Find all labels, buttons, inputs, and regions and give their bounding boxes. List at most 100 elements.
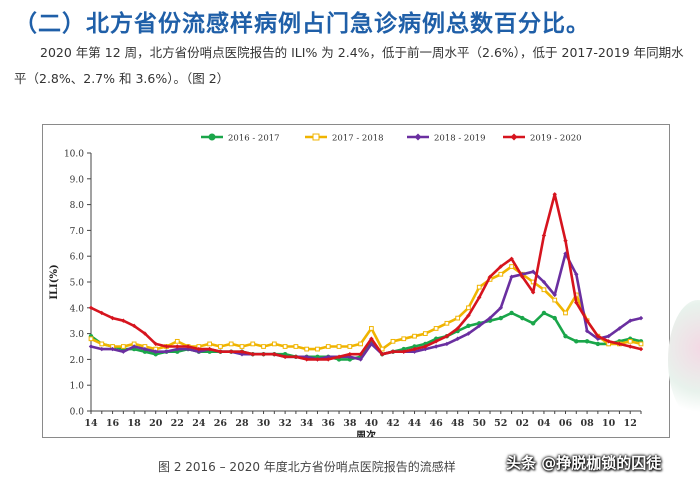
data-point — [628, 318, 633, 323]
report-paragraph-text: 2020 年第 12 周，北方省份哨点医院报告的 ILI% 为 2.4%，低于前… — [14, 45, 684, 86]
data-point — [455, 326, 460, 331]
x-tick-label: 18 — [128, 418, 142, 429]
data-point — [606, 333, 611, 339]
data-point — [433, 344, 439, 349]
data-point — [175, 346, 180, 352]
data-point — [563, 310, 568, 316]
data-point — [595, 341, 601, 347]
data-point — [477, 323, 482, 329]
data-point — [584, 328, 590, 334]
data-point — [121, 318, 126, 323]
x-tick-label: 38 — [343, 418, 357, 429]
data-point — [185, 344, 191, 349]
data-point — [422, 331, 428, 336]
data-point — [304, 346, 310, 352]
data-point — [271, 341, 277, 347]
data-point — [218, 344, 223, 349]
data-point — [88, 344, 94, 349]
data-point — [412, 333, 417, 339]
data-point — [142, 331, 148, 336]
legend-label: 2018 - 2019 — [434, 134, 486, 144]
legend-label: 2016 - 2017 — [228, 134, 280, 144]
series-line — [90, 193, 642, 361]
x-tick-label: 50 — [473, 418, 487, 429]
legend-marker — [208, 133, 216, 141]
x-tick-label: 36 — [322, 418, 336, 429]
x-tick-label: 14 — [84, 418, 98, 429]
data-point — [498, 305, 504, 310]
legend-marker — [510, 133, 518, 141]
data-point — [638, 341, 644, 347]
data-point — [595, 336, 601, 341]
data-point — [358, 341, 363, 347]
data-point — [110, 346, 115, 352]
legend-label: 2017 - 2018 — [332, 134, 384, 144]
y-tick-label: 8.0 — [70, 201, 85, 211]
y-tick-label: 5.0 — [70, 279, 85, 289]
x-tick-label: 46 — [429, 418, 443, 429]
legend-item: 2017 - 2018 — [305, 134, 384, 144]
data-point — [196, 346, 202, 352]
data-point — [455, 336, 460, 341]
data-point — [293, 354, 299, 360]
data-point — [174, 338, 180, 344]
series-line — [90, 252, 642, 361]
data-point — [175, 344, 180, 349]
data-point — [444, 341, 450, 347]
data-point — [466, 305, 471, 311]
data-point — [239, 344, 245, 349]
legend-item: 2018 - 2019 — [407, 133, 486, 144]
data-point — [584, 339, 590, 344]
data-point — [530, 269, 536, 274]
data-point — [88, 336, 94, 342]
data-point — [617, 341, 622, 347]
x-tick-label: 42 — [386, 418, 399, 429]
x-tick-label: 16 — [106, 418, 120, 429]
data-point — [315, 346, 320, 352]
data-point — [552, 292, 557, 298]
x-tick-label: 48 — [451, 418, 465, 429]
data-point — [336, 344, 342, 349]
y-tick-label: 6.0 — [70, 253, 85, 263]
data-point — [455, 315, 461, 321]
data-point — [412, 346, 417, 352]
data-point — [153, 341, 158, 347]
y-tick-label: 4.0 — [70, 304, 85, 314]
data-point — [347, 352, 353, 357]
x-tick-label: 52 — [494, 418, 507, 429]
x-tick-label: 34 — [300, 418, 314, 429]
data-point — [563, 333, 568, 339]
data-point — [530, 321, 536, 326]
data-point — [120, 344, 126, 349]
data-point — [390, 338, 396, 344]
data-point — [423, 344, 428, 349]
data-point — [99, 341, 105, 347]
data-point — [131, 344, 137, 349]
data-point — [250, 352, 255, 357]
data-point — [466, 313, 471, 318]
section-heading: （二）北方省份流感样病例占门急诊病例总数百分比。 — [14, 11, 590, 37]
data-point — [444, 320, 450, 326]
x-tick-label: 32 — [279, 418, 292, 429]
data-point — [552, 297, 558, 303]
y-tick-label: 9.0 — [70, 175, 85, 185]
data-point — [261, 352, 266, 357]
x-tick-label: 12 — [624, 418, 637, 429]
x-tick-label: 10 — [602, 418, 616, 429]
x-tick-label: 28 — [235, 418, 249, 429]
data-point — [207, 341, 212, 347]
data-point — [638, 346, 644, 352]
legend-marker — [312, 133, 320, 141]
series-4 — [88, 192, 644, 362]
data-point — [541, 310, 547, 316]
data-point — [628, 344, 633, 349]
data-point — [164, 344, 169, 349]
data-point — [444, 333, 450, 339]
data-point — [520, 274, 525, 280]
report-paragraph: 2020 年第 12 周，北方省份哨点医院报告的 ILI% 为 2.4%，低于前… — [14, 40, 692, 92]
x-tick-label: 04 — [537, 418, 551, 429]
data-point — [433, 326, 439, 331]
data-point — [326, 357, 331, 362]
data-point — [574, 300, 579, 305]
data-point — [541, 287, 547, 293]
